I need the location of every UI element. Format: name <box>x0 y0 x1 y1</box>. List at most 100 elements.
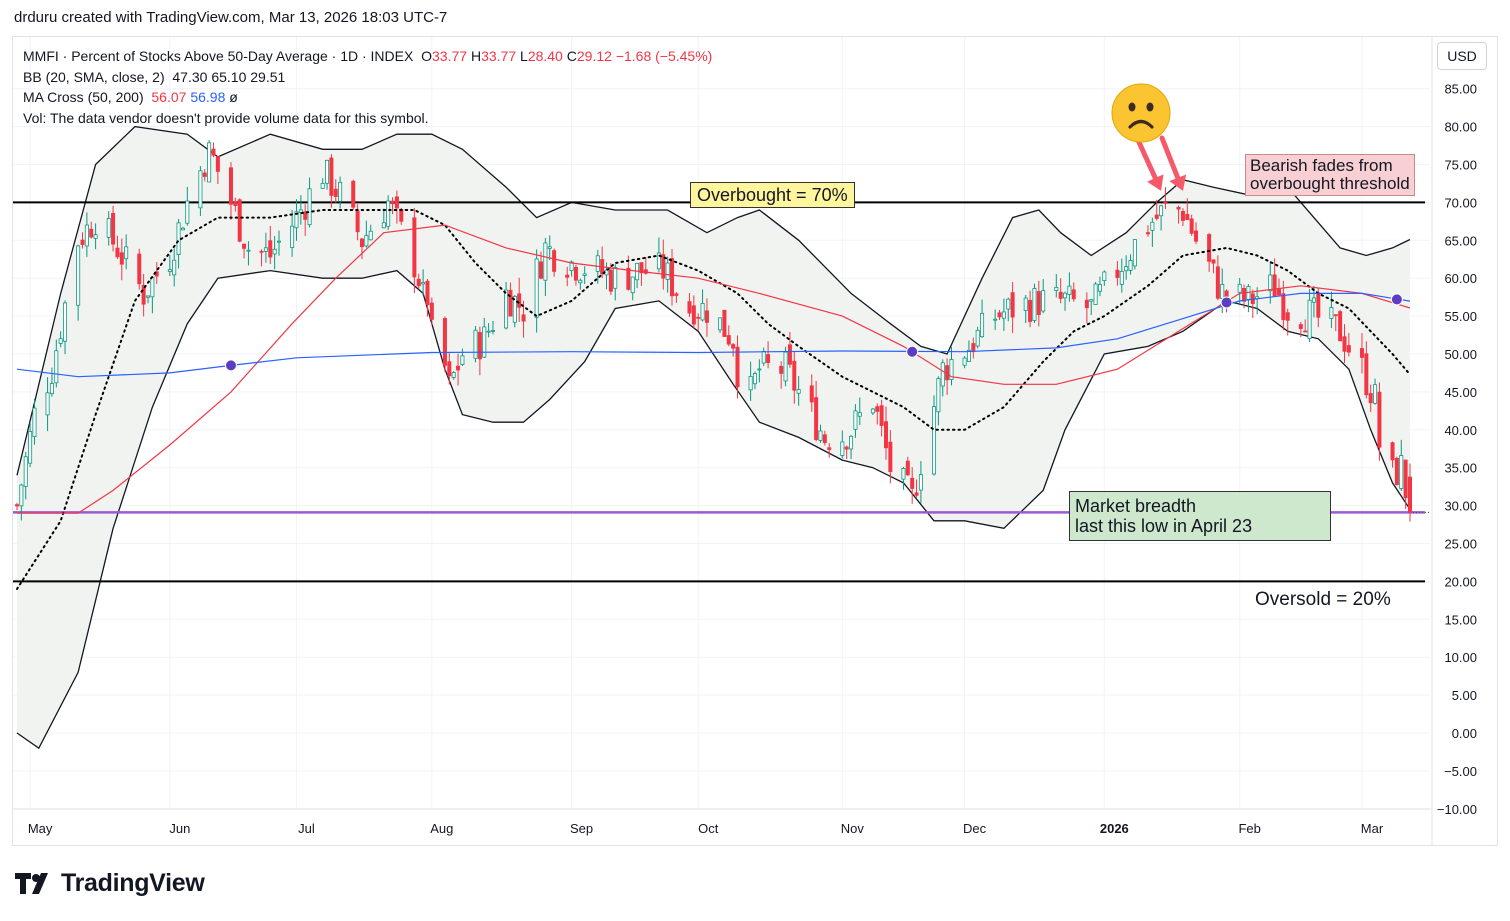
ohlc-low: 28.40 <box>527 48 563 64</box>
bearish-callout-line1: Bearish fades from <box>1250 156 1393 175</box>
candle-body <box>211 148 216 156</box>
candle-body <box>150 277 155 298</box>
candle-body <box>932 406 937 475</box>
candle-body <box>1403 459 1408 499</box>
candle-body <box>1285 312 1290 321</box>
brand-name: TradingView <box>61 869 205 897</box>
candle-body <box>141 284 146 305</box>
ohlc-low-label: L <box>520 48 528 64</box>
candle-body <box>975 329 980 347</box>
candle-body <box>595 255 600 272</box>
candle-body <box>875 406 880 412</box>
candle-body <box>613 267 618 289</box>
ma200-value: 56.98 <box>190 89 226 105</box>
y-tick-label: 5.00 <box>1452 688 1477 703</box>
candle-body <box>552 250 557 272</box>
candle-body <box>202 172 207 177</box>
candle-body <box>565 274 570 278</box>
candle-body <box>888 441 893 473</box>
candle-body <box>394 196 399 209</box>
candle-body <box>290 225 295 248</box>
candle-body <box>787 344 792 365</box>
y-tick-label: 85.00 <box>1444 82 1477 97</box>
candle-body <box>822 434 827 444</box>
candle-body <box>76 245 81 306</box>
y-tick-label: 75.00 <box>1444 158 1477 173</box>
candle-body <box>844 446 849 450</box>
candle-body <box>547 246 552 249</box>
candle-body <box>421 282 426 285</box>
candle-body <box>1097 284 1102 292</box>
candle-body <box>936 378 941 413</box>
candle-body <box>940 362 945 387</box>
currency-button[interactable]: USD <box>1437 42 1487 70</box>
ma-cross-marker <box>1220 296 1233 309</box>
candle-body <box>792 360 797 391</box>
ma-label: MA Cross (50, 200) <box>23 89 144 105</box>
candle-body <box>918 474 923 491</box>
candle-body <box>661 254 666 279</box>
candle-body <box>1093 283 1098 305</box>
candle-body <box>582 273 587 276</box>
candle-body <box>338 181 343 202</box>
bollinger-basis <box>16 209 1411 590</box>
candle-body <box>386 200 391 227</box>
candle-body <box>993 318 998 321</box>
candle-body <box>704 310 709 323</box>
candle-body <box>1006 298 1011 310</box>
candle-body <box>840 441 845 456</box>
candles <box>14 140 1413 522</box>
candle-body <box>691 305 696 325</box>
candle-body <box>578 279 583 284</box>
candle-body <box>359 238 364 248</box>
legend-ma-row[interactable]: MA Cross (50, 200) 56.07 56.98 ø <box>23 87 712 108</box>
candle-body <box>700 303 705 321</box>
oversold-callout: Oversold = 20% <box>1255 589 1391 610</box>
ma200-line <box>16 292 1411 378</box>
symbol-title[interactable]: MMFI · Percent of Stocks Above 50-Day Av… <box>23 48 414 64</box>
frowning-face-icon <box>1111 83 1171 143</box>
chart-attribution: drduru created with TradingView.com, Mar… <box>14 9 448 26</box>
candle-body <box>28 431 33 464</box>
candle-body <box>1338 311 1343 342</box>
candle-body <box>1394 457 1399 485</box>
candle-body <box>539 261 544 279</box>
candle-body <box>966 349 971 362</box>
bollinger-fill <box>17 126 1410 749</box>
candle-body <box>106 218 111 238</box>
candle-body <box>146 295 151 298</box>
candle-body <box>80 239 85 245</box>
candle-body <box>460 355 465 365</box>
y-tick-label: 80.00 <box>1444 120 1477 135</box>
legend-symbol-row: MMFI · Percent of Stocks Above 50-Day Av… <box>23 46 712 67</box>
y-tick-label: 35.00 <box>1444 461 1477 476</box>
x-tick-label: Aug <box>430 821 453 836</box>
x-tick-label: Feb <box>1238 821 1260 836</box>
candle-body <box>1207 234 1212 262</box>
candle-body <box>1237 283 1242 293</box>
ohlc-close-label: C <box>566 48 577 64</box>
legend-bb-row[interactable]: BB (20, SMA, close, 2) 47.30 65.10 29.51 <box>23 67 712 88</box>
candle-body <box>176 222 181 256</box>
ohlc-high-label: H <box>470 48 482 64</box>
x-tick-label: 2026 <box>1100 821 1129 836</box>
candle-body <box>543 242 548 281</box>
candle-body <box>997 312 1002 318</box>
candle-body <box>1058 291 1063 299</box>
tradingview-brand[interactable]: TradingView <box>15 869 205 898</box>
candle-body <box>573 266 578 281</box>
ohlc-close: 29.12 <box>576 48 612 64</box>
candle-body <box>185 200 190 224</box>
candle-body <box>93 234 98 239</box>
candle-body <box>399 208 404 222</box>
bearish-callout-line2: overbought threshold <box>1250 174 1410 193</box>
candle-body <box>1036 291 1041 315</box>
candle-body <box>626 267 631 290</box>
candle-body <box>263 247 268 252</box>
candle-body <box>971 343 976 353</box>
candle-body <box>1176 206 1181 210</box>
ohlc-high: 33.77 <box>481 48 517 64</box>
axes: 85.00 80.00 75.00 70.00 65.00 60.00 55.00 50.00… <box>12 37 1477 846</box>
candle-body <box>1390 442 1395 461</box>
